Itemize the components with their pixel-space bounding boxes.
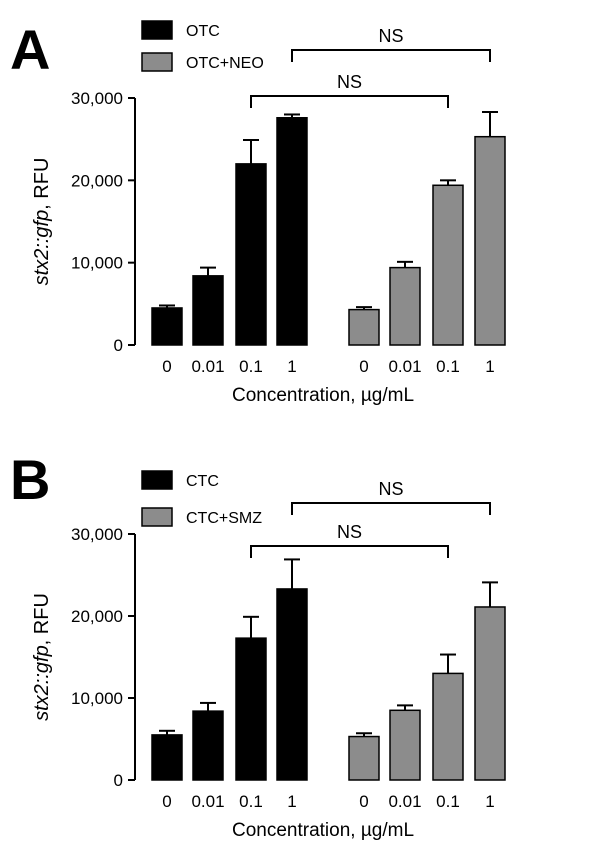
legend-label: CTC [186,473,219,490]
bar [389,709,421,781]
x-tick-label: 0.01 [388,357,421,376]
x-tick-label: 0 [162,357,171,376]
bar [474,135,506,346]
bar [474,606,506,781]
x-tick-label: 0.01 [191,792,224,811]
significance-bracket [250,545,449,558]
x-tick-label: 0 [359,357,368,376]
x-axis-label: Concentration, µg/mL [232,385,414,406]
legend-swatch [141,470,173,490]
significance-label: NS [378,479,403,499]
significance-label: NS [378,26,403,46]
significance-label: NS [337,522,362,542]
x-tick-label: 1 [287,792,296,811]
bar [432,672,464,781]
x-tick-label: 0.1 [436,357,460,376]
legend-label: OTC [186,23,220,40]
x-axis-label: Concentration, µg/mL [232,820,414,841]
y-axis-label-unit: , RFU [31,158,53,210]
x-tick-label: 0 [162,792,171,811]
bar [348,308,380,346]
legend-swatch [141,52,173,72]
panel-b: B 0 10,000 20,000 30,000 stx2::gfp, RFU 0 0.01… [0,428,600,856]
x-tick-label: 0.1 [239,357,263,376]
x-tick-label: 1 [287,357,296,376]
bar [276,588,308,781]
bar [235,163,267,346]
bar [151,307,183,346]
y-tick-label: 20,000 [71,607,123,626]
bar [192,710,224,781]
panel-letter: B [10,448,51,511]
bar [348,735,380,781]
x-tick-label: 0.1 [239,792,263,811]
y-tick-label: 30,000 [71,89,123,108]
y-tick-label: 0 [114,336,123,355]
bar [151,734,183,781]
x-tick-label: 0.01 [388,792,421,811]
significance-bracket [250,95,449,108]
significance-bracket [291,502,491,515]
y-tick-label: 0 [114,771,123,790]
x-tick-label: 0 [359,792,368,811]
bar [192,275,224,346]
x-tick-label: 1 [485,357,494,376]
significance-bracket [291,49,491,62]
bar [235,637,267,781]
y-axis-label-italic: stx2::gfp [31,210,53,286]
y-axis-label-italic: stx2::gfp [31,645,53,721]
y-axis-label-unit: , RFU [31,593,53,645]
panel-a: A 0 10,000 20,000 30,000 stx2::gfp, RFU 0 0.01… [0,0,600,428]
y-tick-label: 10,000 [71,689,123,708]
x-tick-label: 0.01 [191,357,224,376]
y-tick-label: 30,000 [71,525,123,544]
legend-label: CTC+SMZ [186,510,262,527]
bar [276,117,308,346]
bar [432,184,464,346]
x-tick-label: 1 [485,792,494,811]
y-tick-label: 10,000 [71,254,123,273]
significance-label: NS [337,72,362,92]
y-tick-label: 20,000 [71,171,123,190]
legend-swatch [141,507,173,527]
panel-letter: A [10,18,51,81]
legend-label: OTC+NEO [186,55,264,72]
y-axis-label: stx2::gfp, RFU [31,158,53,286]
bar [389,266,421,346]
y-axis-label: stx2::gfp, RFU [31,593,53,721]
legend-swatch [141,20,173,40]
x-tick-label: 0.1 [436,792,460,811]
